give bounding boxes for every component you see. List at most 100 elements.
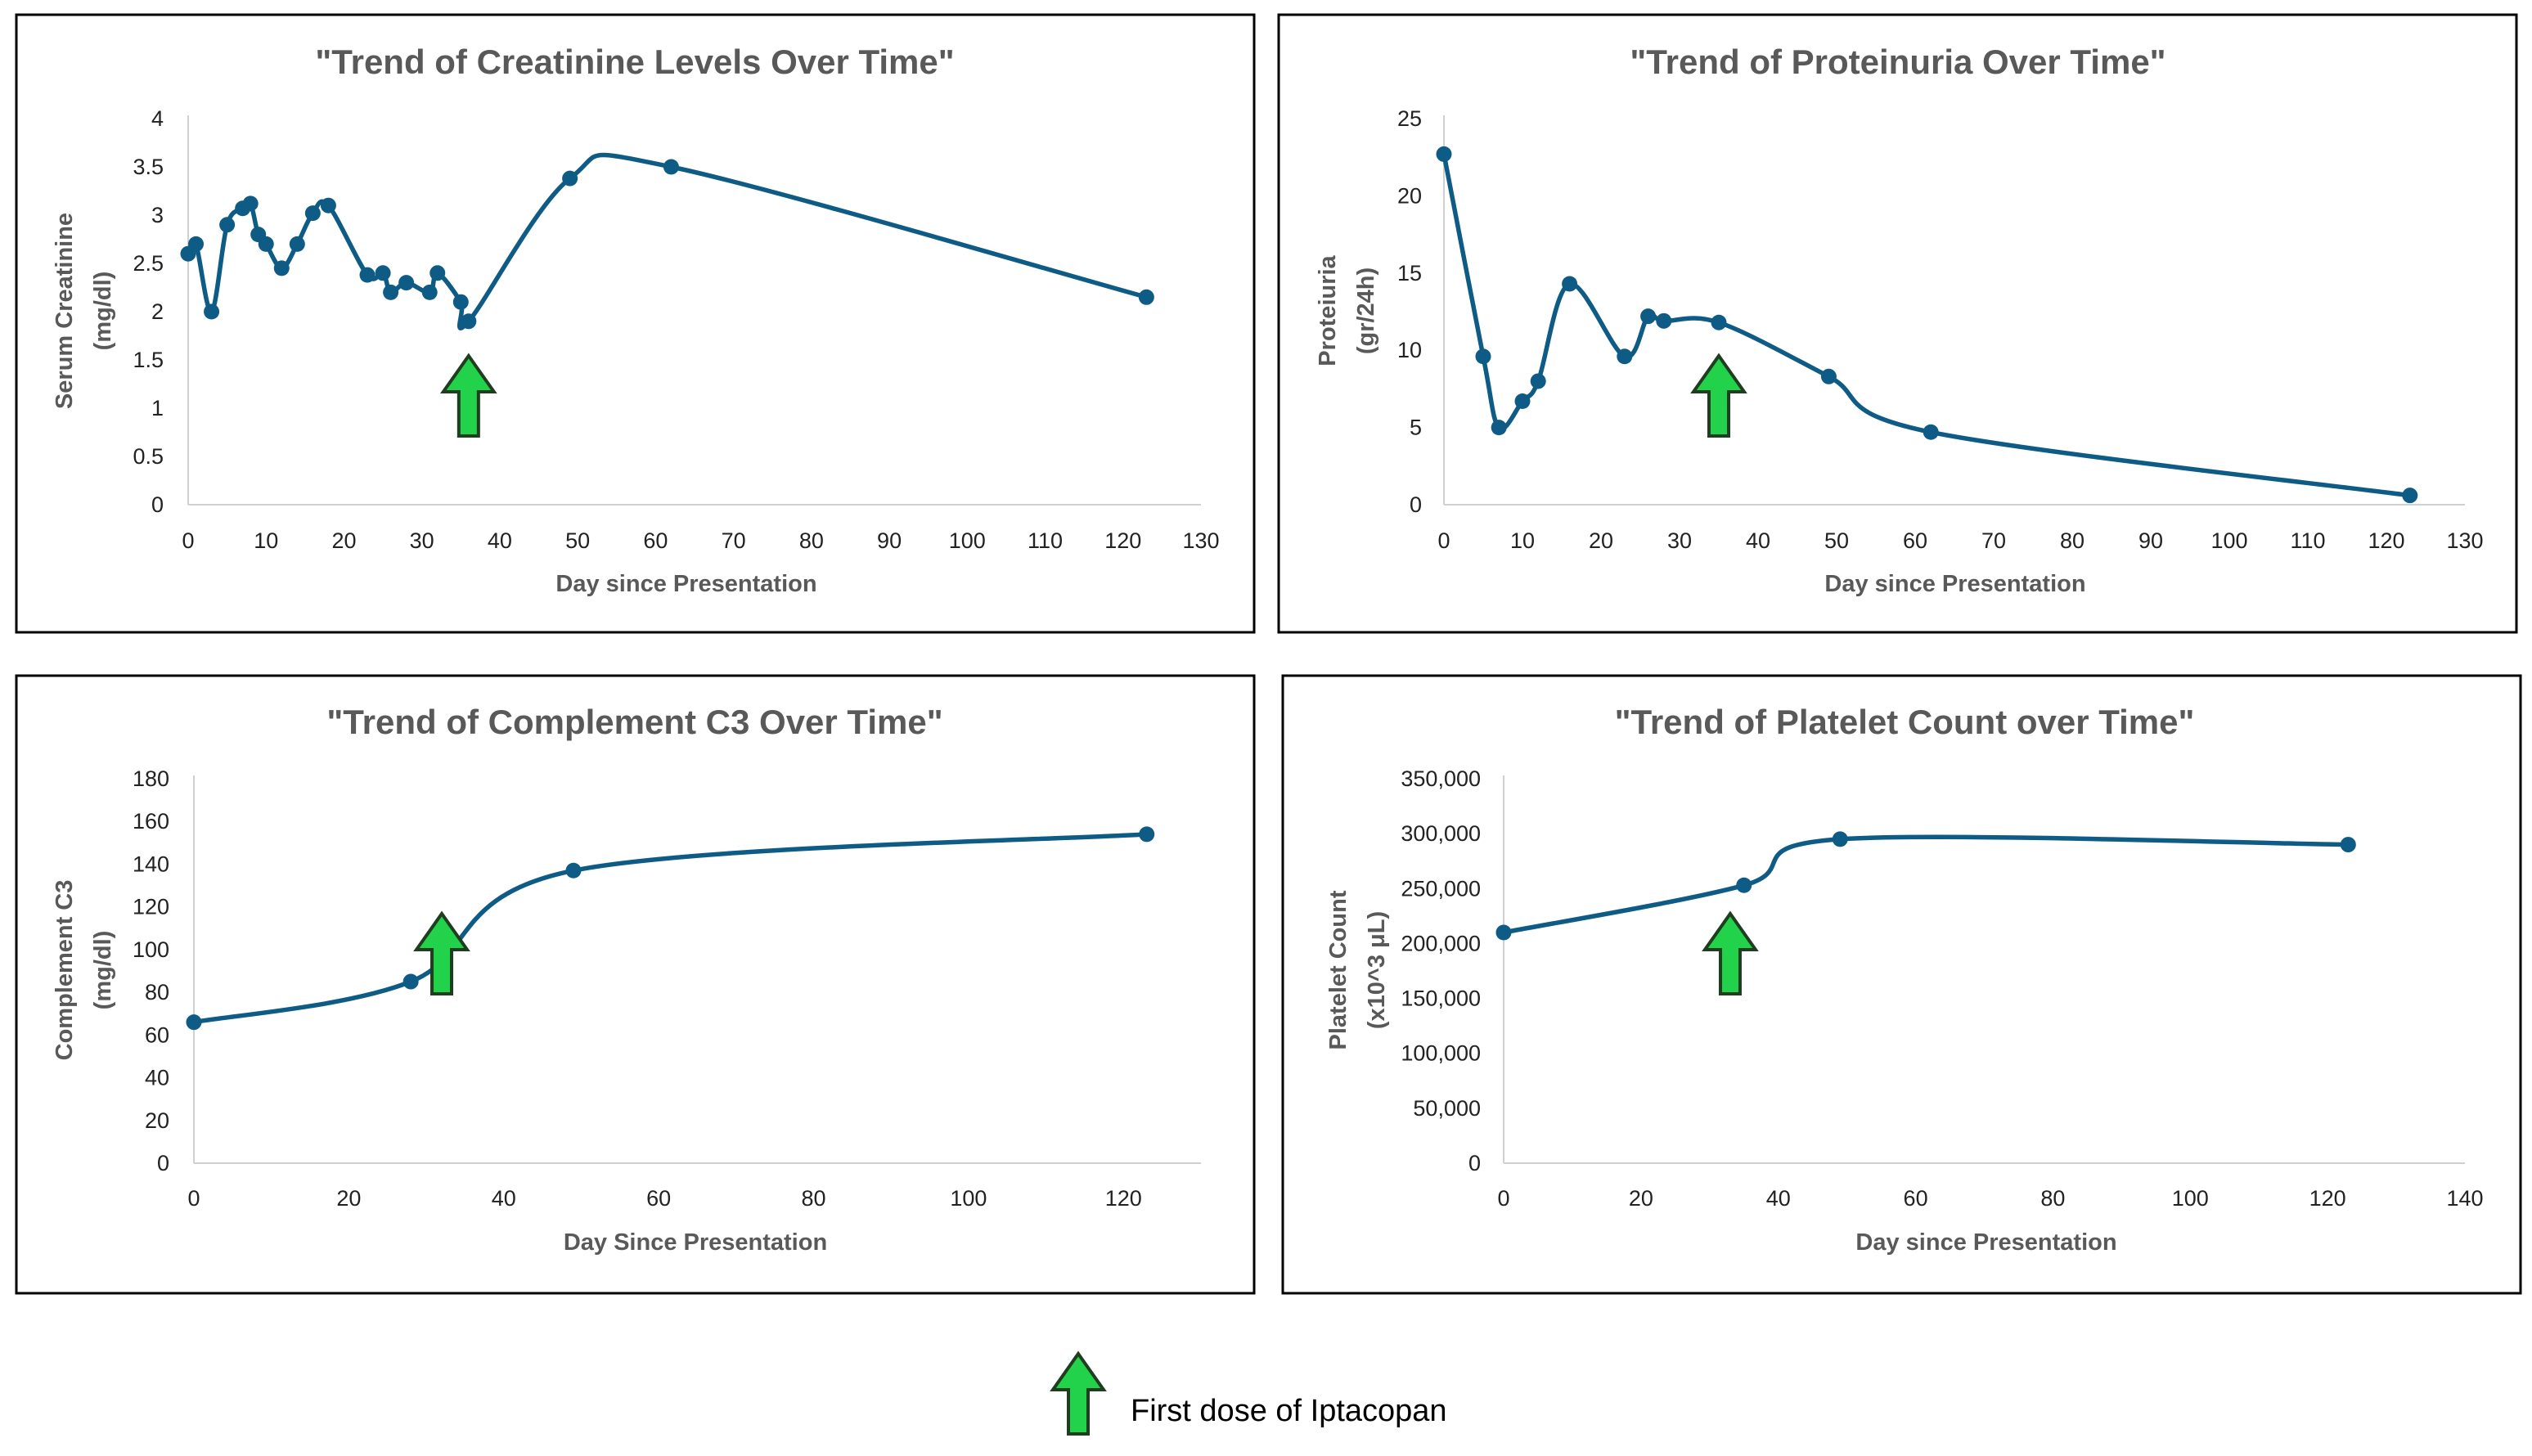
- x-tick-label: 20: [1629, 1186, 1653, 1211]
- data-point: [359, 267, 376, 283]
- data-point: [452, 294, 469, 310]
- x-tick-label: 40: [488, 528, 512, 553]
- data-point: [663, 159, 679, 175]
- data-point: [403, 973, 419, 990]
- x-tick-label: 40: [492, 1186, 516, 1211]
- data-point: [1656, 312, 1672, 329]
- chart-title: "Trend of Proteinuria Over Time": [1630, 43, 2165, 81]
- y-tick-label: 20: [145, 1108, 169, 1133]
- y-tick-label: 0.5: [133, 444, 164, 469]
- x-tick-label: 80: [799, 528, 824, 553]
- data-point: [1475, 348, 1491, 365]
- data-point: [188, 236, 205, 252]
- data-point: [1530, 373, 1546, 389]
- series-line: [191, 832, 1149, 1025]
- y-tick-label: 40: [145, 1066, 169, 1090]
- y-axis-label: Serum Creatinine: [52, 213, 78, 409]
- x-tick-label: 80: [2040, 1186, 2065, 1211]
- data-point: [1436, 146, 1452, 162]
- x-axis-label: Day since Presentation: [555, 571, 816, 597]
- x-tick-label: 110: [2290, 528, 2325, 553]
- data-point: [273, 260, 290, 276]
- data-point: [186, 1014, 202, 1031]
- x-tick-label: 100: [2172, 1186, 2209, 1211]
- data-point: [565, 862, 582, 879]
- green-up-arrow-icon: [1690, 353, 1747, 438]
- x-tick-label: 50: [565, 528, 590, 553]
- y-tick-label: 140: [133, 852, 169, 876]
- data-point: [1138, 289, 1154, 305]
- data-point: [461, 313, 477, 330]
- x-tick-label: 20: [1589, 528, 1613, 553]
- x-tick-label: 90: [2138, 528, 2163, 553]
- y-tick-label: 150,000: [1401, 986, 1481, 1011]
- y-tick-label: 20: [1397, 183, 1422, 208]
- data-point: [1617, 348, 1633, 365]
- y-tick-label: 200,000: [1401, 931, 1481, 955]
- green-up-arrow-icon: [1702, 910, 1759, 995]
- chart-title: "Trend of Platelet Count over Time": [1615, 703, 2195, 741]
- y-tick-label: 80: [145, 980, 169, 1004]
- data-point: [289, 236, 305, 252]
- data-point: [242, 195, 259, 212]
- green-up-arrow-icon: [439, 353, 497, 438]
- data-point: [375, 265, 391, 281]
- data-point: [1495, 924, 1512, 941]
- data-point: [304, 205, 321, 222]
- y-tick-label: 100: [133, 937, 169, 962]
- y-tick-label: 180: [133, 766, 169, 791]
- y-tick-label: 50,000: [1413, 1096, 1481, 1121]
- data-point: [1736, 877, 1752, 893]
- y-tick-label: 15: [1397, 261, 1422, 285]
- x-tick-label: 120: [1105, 1186, 1142, 1211]
- x-tick-label: 130: [2446, 528, 2483, 553]
- y-axis-label: Platelet Count: [1325, 890, 1351, 1049]
- data-point: [2402, 488, 2418, 504]
- y-tick-label: 10: [1397, 338, 1422, 362]
- x-tick-label: 0: [182, 528, 194, 553]
- x-tick-label: 0: [187, 1186, 200, 1211]
- y-tick-label: 1.5: [133, 348, 164, 372]
- data-point: [1640, 308, 1657, 325]
- chart-frame: [1281, 674, 2522, 1295]
- x-axis-label: Day Since Presentation: [564, 1229, 827, 1256]
- data-point: [1491, 420, 1507, 436]
- x-tick-label: 50: [1824, 528, 1849, 553]
- x-tick-label: 20: [336, 1186, 361, 1211]
- chart-proteinuria: "Trend of Proteinuria Over Time" 0 5 10 15 20…: [1277, 13, 2518, 634]
- x-tick-label: 80: [802, 1186, 826, 1211]
- x-tick-label: 0: [1497, 1186, 1509, 1211]
- y-tick-label: 120: [133, 895, 169, 919]
- data-point: [2340, 837, 2356, 853]
- x-axis-label: Day since Presentation: [1824, 571, 2085, 597]
- x-tick-label: 100: [2210, 528, 2247, 553]
- data-point: [562, 170, 578, 186]
- data-point: [1139, 826, 1155, 843]
- x-tick-label: 90: [877, 528, 902, 553]
- x-tick-label: 30: [1667, 528, 1692, 553]
- x-tick-label: 60: [1903, 528, 1927, 553]
- x-tick-label: 70: [1981, 528, 2006, 553]
- data-point: [320, 197, 336, 213]
- x-tick-label: 60: [643, 528, 668, 553]
- y-tick-label: 4: [151, 106, 164, 131]
- y-axis-label: (x10^3 μL): [1364, 911, 1390, 1029]
- x-tick-label: 140: [2446, 1186, 2483, 1211]
- data-point: [1711, 314, 1727, 330]
- x-tick-label: 100: [950, 1186, 987, 1211]
- chart-platelets: "Trend of Platelet Count over Time" 0 50,0…: [1281, 674, 2522, 1295]
- y-tick-label: 250,000: [1401, 876, 1481, 901]
- data-point: [1562, 276, 1578, 292]
- x-tick-label: 10: [1510, 528, 1535, 553]
- chart-creatinine: "Trend of Creatinine Levels Over Time"00…: [15, 13, 1256, 634]
- green-up-arrow-icon: [1050, 1350, 1107, 1436]
- legend-label: First dose of Iptacopan: [1131, 1394, 1447, 1428]
- chart-frame: [15, 13, 1256, 634]
- series-line: [1501, 834, 2351, 935]
- x-tick-label: 120: [2309, 1186, 2346, 1211]
- data-point: [429, 265, 446, 281]
- data-point: [421, 284, 438, 300]
- data-point: [383, 284, 399, 300]
- data-point: [258, 236, 274, 252]
